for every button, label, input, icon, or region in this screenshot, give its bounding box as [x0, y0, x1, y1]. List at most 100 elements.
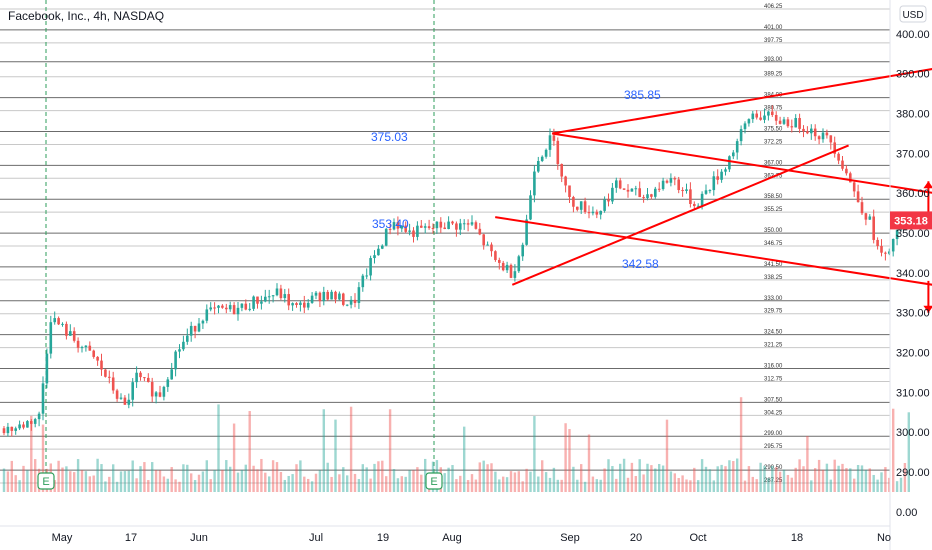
candle-body — [404, 225, 407, 232]
volume-bar — [225, 460, 228, 492]
candle-body — [821, 132, 825, 140]
volume-bar — [447, 467, 450, 492]
volume-bar — [34, 459, 37, 492]
volume-bar — [463, 426, 466, 492]
candle-body — [45, 353, 49, 384]
volume-bar — [119, 471, 123, 492]
candle-body — [182, 341, 185, 350]
volume-bar — [268, 476, 271, 492]
candle-body — [829, 135, 833, 143]
candle-body — [100, 360, 103, 370]
volume-bar — [817, 459, 821, 492]
volume-bar — [377, 461, 380, 492]
earnings-badge[interactable]: E — [37, 472, 55, 490]
candle-body — [790, 126, 794, 128]
candle-body — [642, 197, 645, 199]
volume-bar — [661, 465, 665, 492]
candle-body — [260, 301, 263, 304]
volume-bar — [303, 476, 306, 492]
volume-bar — [767, 478, 770, 492]
volume-bar — [685, 479, 688, 492]
volume-bar — [451, 465, 454, 492]
candle-body — [61, 323, 64, 325]
volume-bar — [673, 473, 676, 492]
y-axis[interactable]: 290.00 300.00 310.00 320.00 330.00 340.00 350.… — [896, 29, 930, 519]
volume-bar — [564, 423, 567, 492]
candle-body — [735, 141, 739, 153]
volume-bar — [338, 474, 341, 492]
candle-body — [2, 428, 6, 434]
volume-bar — [587, 434, 591, 492]
candle-body — [673, 178, 677, 180]
trendline[interactable] — [511, 144, 849, 286]
candle-body — [622, 188, 626, 190]
candle-body — [139, 372, 142, 378]
candle-body — [314, 292, 318, 296]
arrow-down-head — [923, 305, 932, 313]
volume-bar — [782, 469, 786, 492]
volume-bar — [853, 478, 856, 492]
trendline[interactable] — [552, 132, 932, 225]
trendline[interactable] — [495, 216, 932, 317]
candle-body — [76, 340, 80, 348]
candle-body — [599, 210, 602, 215]
candle-body — [119, 397, 123, 399]
candle-body — [166, 379, 170, 387]
currency-badge[interactable]: USD — [899, 5, 927, 23]
volume-bar — [478, 462, 481, 492]
volume-bar — [252, 465, 255, 492]
volume-bar — [186, 464, 189, 492]
level-label: 287.25 — [764, 478, 783, 484]
volume-bar — [22, 465, 25, 492]
volume-bar — [716, 466, 719, 492]
volume-bar — [860, 465, 864, 492]
candle-body — [650, 194, 653, 197]
volume-bar — [416, 467, 419, 492]
candle-body — [841, 160, 844, 169]
chart-header: Facebook, Inc., 4h, NASDAQ — [8, 9, 164, 23]
volume-bar — [502, 476, 505, 492]
volume-bar — [307, 478, 310, 492]
x-axis[interactable]: May 17 Jun Jul 19 Aug Sep 20 Oct 18 No — [52, 532, 891, 544]
volume-bar — [135, 478, 138, 492]
volume-bar — [548, 477, 552, 492]
volume-bar — [76, 459, 80, 492]
volume-bar — [884, 467, 887, 492]
candle-body — [18, 424, 21, 429]
volume-bar — [899, 477, 903, 492]
level-label: 333.00 — [764, 296, 783, 302]
volume-bar — [537, 476, 540, 492]
volume-bar — [256, 469, 259, 492]
candle-body — [291, 303, 294, 306]
candle-body — [720, 171, 723, 180]
candle-body — [517, 256, 521, 272]
candle-body — [813, 128, 817, 137]
candle-body — [334, 291, 337, 300]
volume-bar — [232, 423, 236, 492]
candle-body — [685, 189, 688, 191]
candle-body — [505, 264, 509, 271]
candle-body — [537, 161, 540, 172]
price-annotation: 342.58 — [622, 257, 659, 271]
trendline[interactable] — [552, 34, 932, 135]
volume-bar — [580, 464, 583, 492]
x-tick-label: Oct — [689, 532, 706, 544]
y-tick-label: 400.00 — [896, 29, 930, 41]
earnings-badge-label: E — [430, 476, 437, 488]
y-tick-label: 370.00 — [896, 148, 930, 160]
candle-body — [197, 323, 201, 332]
candle-body — [521, 244, 524, 257]
y-tick-label: 340.00 — [896, 268, 930, 280]
volume-bar — [455, 479, 458, 492]
volume-bar — [18, 480, 21, 492]
candle-body — [587, 212, 591, 214]
candle-body — [248, 308, 251, 310]
candle-body — [170, 369, 173, 380]
candle-body — [10, 426, 14, 431]
volume-bar — [139, 466, 142, 492]
earnings-badge[interactable]: E — [425, 472, 443, 490]
level-label: 299.00 — [764, 431, 783, 437]
volume-bar — [248, 411, 251, 492]
volume-bar — [486, 464, 489, 492]
